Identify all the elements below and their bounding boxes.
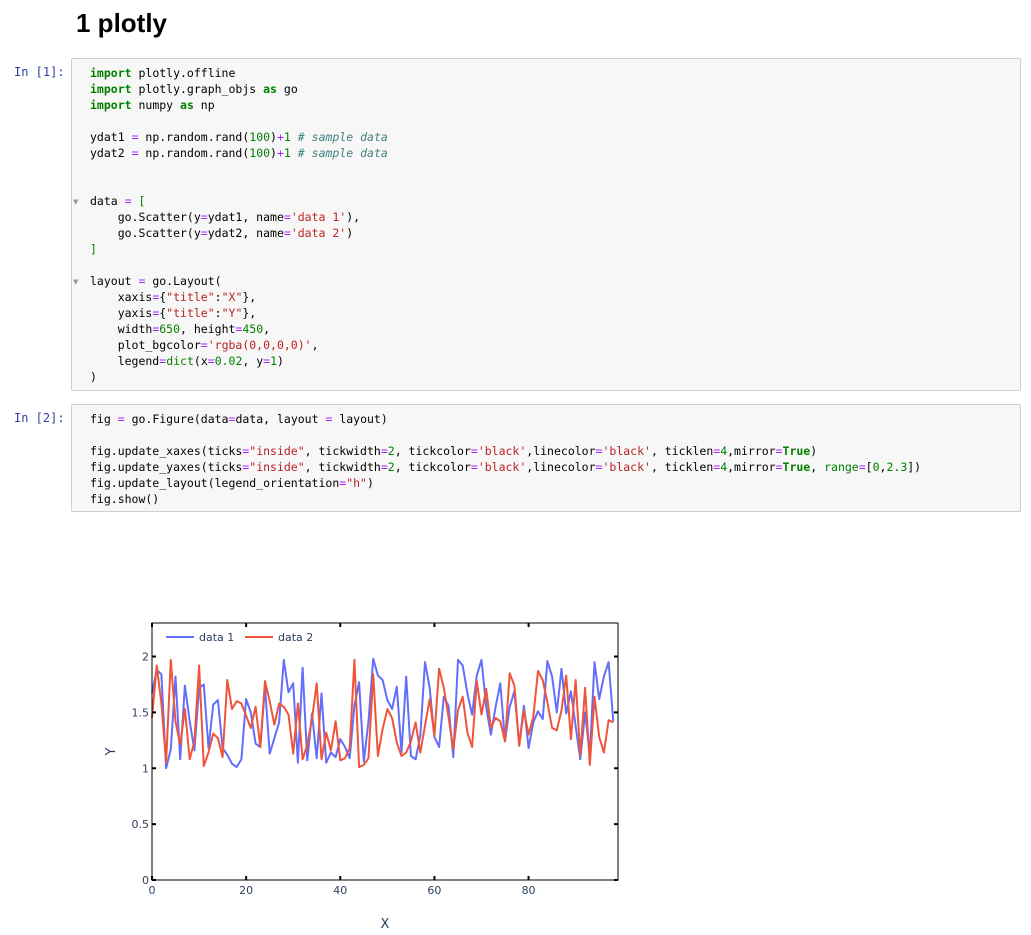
- y-tick-label: 0: [142, 874, 149, 887]
- cell-prompt: In [1]:: [14, 65, 65, 79]
- notebook-heading: 1 plotly: [76, 8, 168, 38]
- y-tick-label: 1: [142, 762, 149, 775]
- cell-prompt: In [2]:: [14, 411, 65, 425]
- x-tick-label: 60: [427, 884, 441, 897]
- x-tick-label: 0: [149, 884, 156, 897]
- y-tick-label: 0.5: [132, 818, 150, 831]
- code-cell-1[interactable]: ▼ ▼ import plotly.offline import plotly.…: [71, 58, 1021, 391]
- code-cell-2[interactable]: fig = go.Figure(data=data, layout = layo…: [71, 404, 1021, 512]
- y-tick-label: 1.5: [132, 706, 150, 719]
- y-axis-title: Y: [104, 747, 119, 756]
- fold-arrow-icon[interactable]: ▼: [73, 278, 79, 286]
- y-tick-label: 2: [142, 651, 149, 664]
- x-tick-label: 80: [522, 884, 536, 897]
- fold-arrow-icon[interactable]: ▼: [73, 198, 79, 206]
- code-editor[interactable]: import plotly.offline import plotly.grap…: [90, 66, 388, 384]
- series-line-2: [151, 658, 614, 769]
- legend-label-2: data 2: [278, 631, 313, 644]
- series-line-1: [151, 657, 615, 770]
- code-editor[interactable]: fig = go.Figure(data=data, layout = layo…: [90, 412, 922, 506]
- x-axis-title: X: [381, 917, 390, 932]
- legend-label-1: data 1: [199, 631, 234, 644]
- plot-frame: [151, 622, 619, 881]
- x-tick-label: 20: [239, 884, 253, 897]
- x-tick-label: 40: [333, 884, 347, 897]
